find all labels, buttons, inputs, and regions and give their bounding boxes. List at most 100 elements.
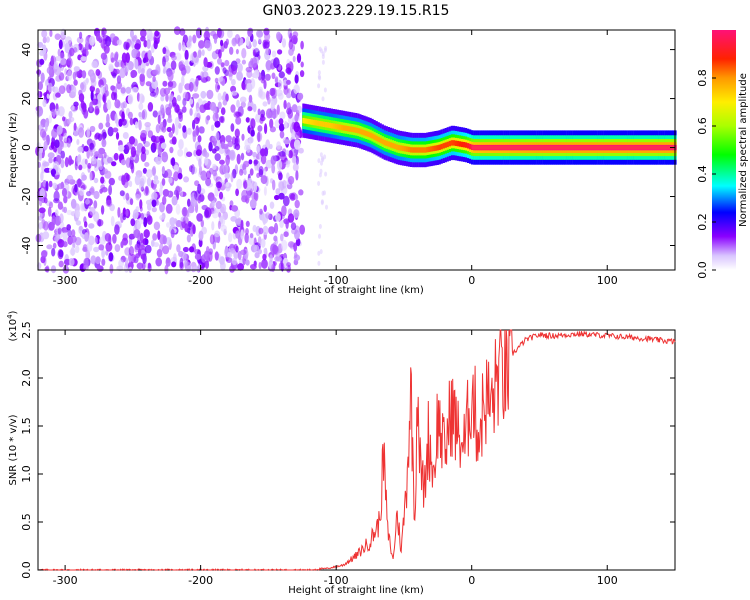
noise-speckle bbox=[93, 200, 98, 209]
noise-speckle bbox=[293, 84, 300, 95]
noise-speckle bbox=[106, 99, 112, 111]
noise-speckle bbox=[291, 156, 297, 164]
noise-speckle bbox=[200, 71, 205, 80]
noise-speckle bbox=[178, 250, 184, 258]
noise-speckle bbox=[89, 101, 93, 112]
noise-speckle bbox=[184, 49, 189, 61]
noise-speckle bbox=[257, 248, 262, 255]
track-cell bbox=[434, 145, 437, 151]
noise-speckle bbox=[231, 79, 236, 86]
noise-speckle bbox=[45, 265, 50, 273]
noise-speckle bbox=[128, 180, 133, 187]
noise-speckle bbox=[162, 80, 168, 87]
noise-speckle bbox=[145, 199, 152, 205]
noise-speckle bbox=[173, 164, 180, 173]
noise-speckle bbox=[85, 77, 89, 84]
noise-speckle bbox=[36, 69, 42, 75]
noise-speckle bbox=[200, 188, 206, 195]
noise-speckle bbox=[117, 207, 121, 218]
noise-speckle bbox=[100, 205, 105, 215]
noise-speckle bbox=[245, 259, 250, 266]
noise-speckle bbox=[105, 199, 113, 207]
noise-speckle bbox=[293, 121, 301, 133]
noise-speckle bbox=[127, 94, 134, 105]
noise-speckle bbox=[54, 236, 59, 242]
noise-speckle bbox=[198, 238, 203, 248]
noise-speckle bbox=[278, 262, 285, 271]
noise-speckle bbox=[257, 236, 262, 247]
noise-speckle bbox=[137, 248, 142, 256]
noise-speckle bbox=[101, 186, 108, 193]
noise-speckle bbox=[294, 194, 299, 201]
colorbar-ticks: 0.0 0.2 0.4 0.6 0.8 bbox=[696, 69, 716, 279]
noise-speckle bbox=[168, 131, 173, 138]
noise-speckle bbox=[321, 59, 325, 65]
spectrogram-y-tick-label: 40 bbox=[20, 43, 33, 57]
noise-speckle bbox=[239, 96, 247, 103]
noise-speckle bbox=[105, 36, 112, 47]
noise-speckle bbox=[57, 48, 61, 57]
noise-speckle bbox=[41, 44, 47, 55]
noise-speckle bbox=[59, 213, 64, 224]
noise-speckle bbox=[162, 235, 167, 245]
noise-speckle bbox=[281, 38, 287, 48]
noise-speckle bbox=[294, 130, 301, 139]
track-cell bbox=[312, 119, 315, 126]
noise-speckle bbox=[218, 191, 224, 200]
noise-speckle bbox=[143, 229, 150, 239]
noise-speckle bbox=[90, 156, 97, 165]
noise-speckle bbox=[116, 75, 122, 84]
snr-x-tick-label: -100 bbox=[324, 574, 349, 587]
noise-speckle bbox=[129, 117, 134, 126]
noise-speckle bbox=[112, 127, 119, 133]
track-cell bbox=[351, 126, 354, 133]
noise-speckle bbox=[246, 82, 253, 93]
noise-speckle bbox=[66, 174, 74, 183]
noise-speckle bbox=[41, 30, 48, 38]
noise-speckle bbox=[130, 146, 136, 158]
noise-speckle bbox=[163, 87, 171, 95]
noise-speckle bbox=[132, 209, 139, 220]
snr-y-tick-label: 2.5 bbox=[20, 321, 33, 339]
noise-speckle bbox=[236, 99, 240, 108]
noise-speckle bbox=[318, 172, 322, 178]
track-cell bbox=[410, 147, 413, 153]
noise-speckle bbox=[247, 27, 253, 37]
track-cell bbox=[436, 145, 439, 151]
noise-speckle bbox=[268, 226, 275, 235]
noise-speckle bbox=[138, 102, 144, 111]
noise-speckle bbox=[160, 107, 165, 116]
track-cell bbox=[391, 142, 394, 149]
noise-speckle bbox=[174, 117, 180, 127]
track-cell bbox=[438, 144, 441, 150]
noise-speckle bbox=[59, 52, 65, 60]
noise-speckle bbox=[193, 51, 197, 58]
noise-speckle bbox=[324, 171, 328, 177]
track-cell bbox=[334, 123, 338, 130]
noise-speckle bbox=[122, 132, 129, 139]
noise-speckle bbox=[141, 110, 146, 120]
noise-speckle bbox=[96, 32, 101, 42]
noise-speckle bbox=[295, 155, 299, 165]
noise-speckle bbox=[233, 243, 238, 251]
noise-speckle bbox=[101, 138, 107, 148]
noise-speckle bbox=[293, 209, 300, 219]
noise-speckle bbox=[320, 48, 323, 54]
noise-speckle bbox=[197, 183, 202, 194]
noise-speckle bbox=[263, 186, 267, 196]
noise-speckle bbox=[90, 90, 94, 102]
noise-speckle bbox=[122, 233, 128, 241]
track-cell bbox=[353, 127, 356, 133]
noise-speckle bbox=[277, 160, 283, 171]
noise-speckle bbox=[139, 232, 144, 244]
spectrogram-y-tick-label: 0 bbox=[20, 144, 33, 151]
noise-speckle bbox=[196, 213, 203, 222]
noise-speckle bbox=[140, 253, 145, 260]
noise-speckle bbox=[51, 247, 56, 257]
noise-speckle bbox=[298, 147, 304, 154]
noise-speckle bbox=[248, 235, 255, 245]
snr-ticks: -300 -200 -100 0 100 0.0 0.5 1.0 1.5 2.0 2.5 bbox=[20, 321, 675, 587]
noise-speckle bbox=[161, 178, 166, 186]
noise-speckle bbox=[317, 83, 321, 89]
noise-speckle bbox=[175, 203, 181, 215]
